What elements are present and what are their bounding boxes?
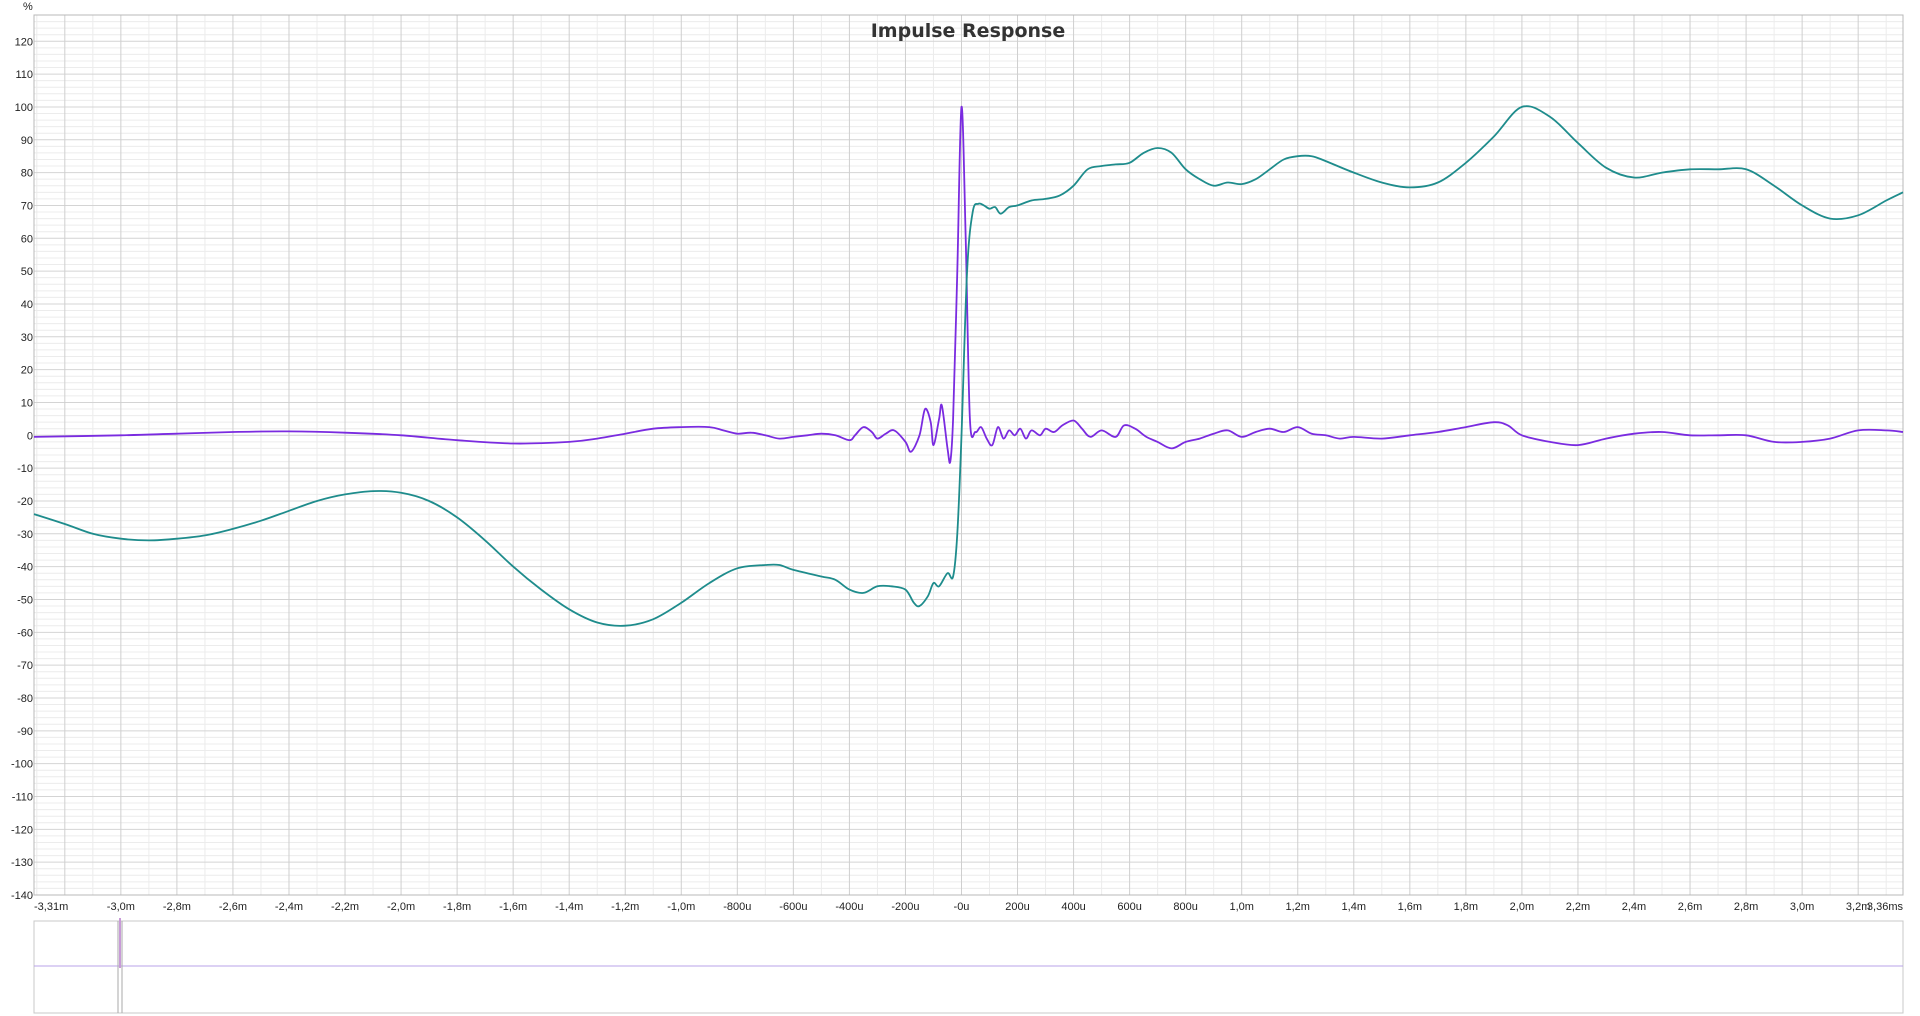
y-tick-label: -120	[11, 824, 33, 836]
y-tick-label: 70	[21, 200, 33, 212]
x-axis-tick-labels: -3,31m -3,0m -2,8m -2,6m -2,4m -2,2m -2,0m -1,8…	[34, 901, 1903, 913]
x-tick-label: -3,0m	[107, 901, 135, 913]
x-tick-label: -1,2m	[611, 901, 639, 913]
x-tick-label: 800u	[1173, 901, 1197, 913]
x-tick-label: -800u	[723, 901, 751, 913]
y-tick-label: 110	[15, 69, 33, 81]
x-tick-label: 1,8m	[1454, 901, 1478, 913]
y-tick-label: 20	[21, 365, 33, 377]
minor-grid	[34, 14, 1903, 895]
x-tick-label: 2,8m	[1734, 901, 1758, 913]
y-axis-tick-labels: 1201101009080706050403020100-10-20-30-40…	[11, 36, 33, 902]
x-tick-label: -1,8m	[443, 901, 471, 913]
y-tick-label: -10	[17, 463, 33, 475]
y-tick-label: 10	[21, 397, 33, 409]
y-tick-label: -50	[17, 594, 33, 606]
impulse-series-line[interactable]	[33, 105, 1904, 464]
x-tick-label: -0u	[954, 901, 970, 913]
y-tick-label: 30	[21, 332, 33, 344]
x-tick-label: -3,31m	[34, 901, 68, 913]
x-tick-label: -2,0m	[387, 901, 415, 913]
x-tick-label: -2,4m	[275, 901, 303, 913]
x-tick-label: 1,6m	[1398, 901, 1422, 913]
series-layer[interactable]	[33, 105, 1904, 627]
y-tick-label: 60	[21, 233, 33, 245]
x-tick-label: 3,2m	[1846, 901, 1870, 913]
chart-title: Impulse Response	[871, 20, 1066, 42]
overview-frame[interactable]	[33, 920, 1904, 1014]
x-tick-label: 2,4m	[1622, 901, 1646, 913]
overview-strip[interactable]	[33, 918, 1904, 1014]
y-tick-label: -110	[12, 791, 33, 803]
x-tick-label: -600u	[779, 901, 807, 913]
x-tick-label: 400u	[1061, 901, 1085, 913]
x-tick-label: 1,4m	[1342, 901, 1366, 913]
x-tick-label: 3,36ms	[1867, 901, 1904, 913]
x-tick-label: -2,2m	[331, 901, 359, 913]
y-tick-label: -30	[17, 529, 33, 541]
y-tick-label: -70	[17, 660, 33, 672]
x-tick-label: -1,6m	[499, 901, 527, 913]
x-tick-label: -400u	[835, 901, 863, 913]
x-tick-label: 600u	[1117, 901, 1141, 913]
x-tick-label: 2,6m	[1678, 901, 1702, 913]
y-tick-label: -100	[11, 759, 33, 771]
x-tick-label: -2,6m	[219, 901, 247, 913]
x-tick-label: -200u	[891, 901, 919, 913]
y-tick-label: -40	[17, 562, 33, 574]
y-tick-label: 50	[21, 266, 33, 278]
y-tick-label: -90	[17, 726, 33, 738]
x-tick-label: 1,0m	[1229, 901, 1253, 913]
y-tick-label: -140	[11, 890, 33, 902]
x-tick-label: 2,2m	[1566, 901, 1590, 913]
y-tick-label: -80	[17, 693, 33, 705]
y-tick-label: -60	[17, 627, 33, 639]
x-tick-label: 2,0m	[1510, 901, 1534, 913]
x-tick-label: -1,4m	[555, 901, 583, 913]
y-axis-label: %	[23, 1, 33, 13]
x-tick-label: 200u	[1005, 901, 1029, 913]
y-tick-label: 0	[27, 430, 33, 442]
y-tick-label: -130	[11, 857, 33, 869]
y-tick-label: 80	[21, 168, 33, 180]
x-tick-label: 3,0m	[1790, 901, 1814, 913]
y-tick-label: 90	[21, 135, 33, 147]
y-tick-label: 100	[15, 102, 33, 114]
y-tick-label: 40	[21, 299, 33, 311]
y-tick-label: 120	[15, 36, 33, 48]
plot-frame	[33, 14, 1904, 896]
x-tick-label: -2,8m	[163, 901, 191, 913]
x-tick-label: -1,0m	[667, 901, 695, 913]
x-tick-label: 1,2m	[1286, 901, 1310, 913]
step-series-line[interactable]	[33, 105, 1904, 627]
y-tick-label: -20	[17, 496, 33, 508]
